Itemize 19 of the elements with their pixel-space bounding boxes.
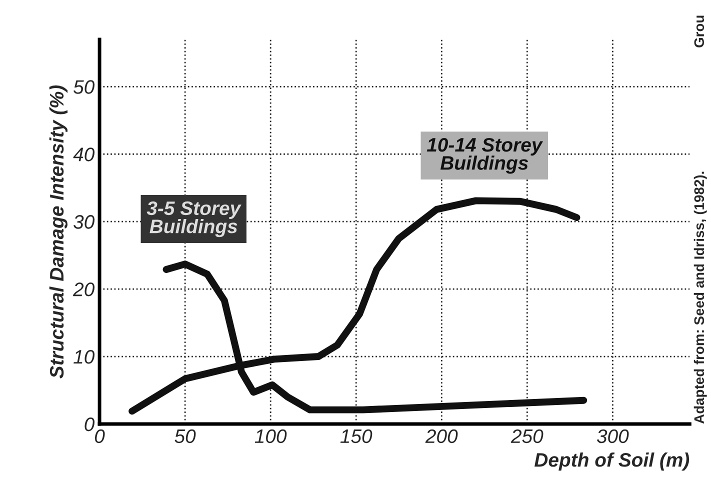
- text: Grou: [694, 16, 704, 48]
- text: Adapted from: Seed and Idriss, (1982).: [694, 172, 707, 424]
- y-axis-title: Structural Damage Intensity (%): [49, 85, 68, 378]
- y-tick-label: 0: [84, 417, 95, 432]
- y-tick-label: 50: [73, 80, 95, 94]
- x-tick-label: 250: [510, 429, 544, 444]
- x-tick-label: 0: [94, 429, 105, 444]
- x-axis-title: Depth of Soil (m): [534, 452, 690, 471]
- x-tick-label: 50: [174, 429, 196, 444]
- series-label: 3-5 Storey Buildings: [146, 201, 242, 238]
- x-tick-label: 200: [425, 429, 458, 444]
- y-tick-label: 10: [74, 350, 95, 364]
- series-label: 10-14 Storey Buildings: [426, 138, 544, 174]
- x-tick-label: 150: [340, 429, 372, 444]
- x-tick-label: 100: [254, 429, 287, 444]
- y-tick-label: 20: [72, 282, 95, 296]
- x-tick-label: 300: [596, 429, 629, 444]
- y-tick-label: 40: [73, 148, 95, 162]
- y-tick-label: 30: [74, 215, 95, 229]
